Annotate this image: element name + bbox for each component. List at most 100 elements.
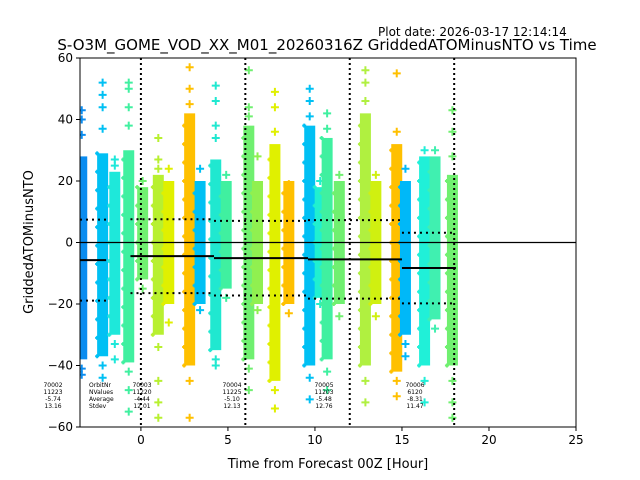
data-strip bbox=[95, 78, 109, 382]
data-point bbox=[331, 302, 336, 306]
data-point bbox=[95, 335, 100, 340]
data-strip bbox=[417, 146, 431, 407]
data-point bbox=[357, 215, 362, 220]
data-point bbox=[244, 103, 253, 112]
strip-body bbox=[429, 156, 441, 320]
data-point bbox=[444, 252, 449, 257]
data-point bbox=[357, 308, 362, 313]
data-point bbox=[74, 191, 78, 195]
data-strip bbox=[281, 180, 295, 318]
data-point bbox=[150, 203, 155, 208]
data-point bbox=[267, 305, 272, 310]
data-point bbox=[401, 339, 410, 348]
data-point bbox=[121, 249, 126, 254]
data-point bbox=[335, 170, 344, 179]
data-point bbox=[185, 84, 194, 93]
y-tick-label: 20 bbox=[58, 174, 73, 188]
data-point bbox=[270, 87, 279, 96]
data-point bbox=[182, 123, 187, 128]
data-point bbox=[182, 271, 187, 276]
data-point bbox=[164, 318, 173, 327]
data-point bbox=[281, 191, 286, 196]
data-point bbox=[417, 308, 422, 313]
y-tick-label: −40 bbox=[48, 359, 73, 373]
data-strip bbox=[150, 133, 164, 422]
data-point bbox=[208, 274, 213, 279]
data-point bbox=[335, 312, 344, 321]
data-point bbox=[427, 243, 432, 248]
data-point bbox=[161, 283, 166, 288]
data-point bbox=[305, 112, 314, 121]
data-point bbox=[74, 357, 78, 361]
data-point bbox=[182, 363, 187, 368]
data-point bbox=[124, 367, 133, 376]
data-point bbox=[135, 222, 140, 227]
data-point bbox=[448, 376, 457, 385]
data-point bbox=[98, 373, 107, 382]
strip-body bbox=[184, 113, 196, 366]
data-point bbox=[110, 355, 119, 364]
data-point bbox=[427, 188, 432, 193]
data-point bbox=[357, 363, 362, 368]
data-point bbox=[417, 271, 422, 276]
data-point bbox=[284, 309, 293, 318]
data-point bbox=[253, 152, 262, 161]
data-point bbox=[121, 231, 126, 236]
data-point bbox=[241, 338, 246, 343]
data-point bbox=[182, 179, 187, 183]
x-tick-label: 0 bbox=[137, 433, 145, 447]
x-axis-label: Time from Forecast 00Z [Hour] bbox=[227, 457, 429, 472]
data-strip bbox=[319, 109, 333, 395]
data-point bbox=[331, 265, 336, 270]
data-point bbox=[305, 373, 314, 382]
data-point bbox=[241, 283, 246, 288]
data-point bbox=[182, 289, 187, 294]
data-point bbox=[218, 286, 223, 291]
y-tick-label: 60 bbox=[58, 51, 73, 65]
stats-value: 11225 bbox=[222, 389, 241, 396]
y-tick-label: 40 bbox=[58, 113, 73, 127]
data-point bbox=[154, 164, 163, 173]
data-point bbox=[154, 413, 163, 422]
data-point bbox=[95, 206, 100, 211]
strip-body bbox=[391, 144, 403, 372]
data-point bbox=[121, 268, 126, 273]
data-point bbox=[161, 209, 166, 214]
strip-body bbox=[109, 171, 121, 335]
strip-body bbox=[220, 181, 232, 289]
data-point bbox=[444, 289, 449, 294]
data-point bbox=[250, 265, 255, 270]
data-point bbox=[323, 367, 332, 376]
data-point bbox=[244, 112, 253, 121]
data-point bbox=[164, 164, 173, 173]
data-point bbox=[368, 283, 373, 288]
data-point bbox=[319, 338, 324, 343]
data-point bbox=[161, 191, 166, 196]
data-point bbox=[218, 249, 223, 254]
data-point bbox=[182, 160, 187, 165]
data-point bbox=[312, 277, 317, 282]
data-point bbox=[74, 265, 78, 269]
data-point bbox=[154, 398, 163, 407]
data-point bbox=[357, 123, 362, 128]
data-point bbox=[185, 100, 194, 109]
data-point bbox=[281, 209, 286, 214]
data-point bbox=[302, 215, 307, 220]
data-point bbox=[267, 323, 272, 328]
data-point bbox=[417, 160, 422, 165]
data-point bbox=[357, 289, 362, 294]
data-point bbox=[417, 179, 422, 183]
data-point bbox=[392, 392, 401, 401]
data-point bbox=[95, 317, 100, 322]
data-point bbox=[135, 258, 140, 263]
stats-value: 70005 bbox=[314, 382, 333, 389]
data-point bbox=[281, 228, 286, 233]
x-tick-label: 10 bbox=[307, 433, 322, 447]
data-point bbox=[389, 351, 394, 356]
data-point bbox=[196, 306, 205, 315]
data-point bbox=[244, 66, 253, 75]
data-point bbox=[302, 345, 307, 350]
data-point bbox=[161, 302, 166, 306]
strip-body bbox=[152, 174, 164, 335]
data-point bbox=[302, 289, 307, 294]
